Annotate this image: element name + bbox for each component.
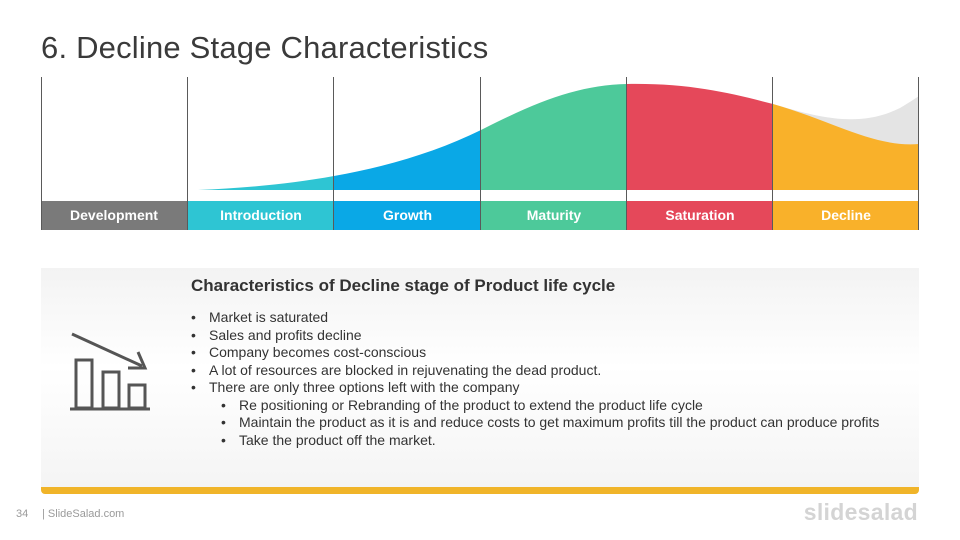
- list-item: Market is saturated: [191, 309, 891, 327]
- characteristics-list: Market is saturated Sales and profits de…: [191, 309, 891, 449]
- stage-label-growth: Growth: [383, 207, 432, 223]
- list-item: Company becomes cost-conscious: [191, 344, 891, 362]
- stage-label-decline: Decline: [821, 207, 871, 223]
- slide-title: 6. Decline Stage Characteristics: [41, 30, 489, 65]
- stage-label-maturity: Maturity: [526, 207, 582, 223]
- growth-curve-segment: [334, 130, 481, 190]
- panel-heading: Characteristics of Decline stage of Prod…: [191, 276, 616, 295]
- sub-list-item: Re positioning or Rebranding of the prod…: [191, 397, 891, 415]
- maturity-curve-segment: [481, 84, 627, 190]
- product-life-cycle-diagram: [41, 77, 919, 230]
- panel-accent-bar: [41, 487, 919, 494]
- introduction-curve-segment: [198, 176, 334, 190]
- page-number: 34: [16, 508, 29, 520]
- sub-list-item: Maintain the product as it is and reduce…: [191, 414, 891, 432]
- footer-site-link[interactable]: | SlideSalad.com: [42, 508, 125, 520]
- decline-curve-segment: [773, 104, 919, 190]
- stage-bar-introduction: [188, 201, 334, 230]
- stage-dividers: [41, 77, 919, 230]
- sub-list-item: Take the product off the market.: [191, 432, 891, 450]
- list-item: There are only three options left with t…: [191, 379, 891, 397]
- declining-bar-chart-icon: [70, 332, 150, 411]
- stage-label-development: Development: [70, 207, 158, 223]
- stage-label-introduction: Introduction: [220, 207, 302, 223]
- stage-bar-decline: [773, 201, 919, 230]
- stage-bar-growth: [334, 201, 481, 230]
- stage-label-saturation: Saturation: [665, 207, 735, 223]
- stage-bar-saturation: [627, 201, 773, 230]
- brand-logo: slidesalad: [803, 499, 918, 525]
- saturation-curve-segment: [627, 83, 773, 190]
- list-item: Sales and profits decline: [191, 327, 891, 345]
- list-item: A lot of resources are blocked in rejuve…: [191, 362, 891, 380]
- stage-bar-development: [41, 201, 188, 230]
- stage-bar-maturity: [481, 201, 627, 230]
